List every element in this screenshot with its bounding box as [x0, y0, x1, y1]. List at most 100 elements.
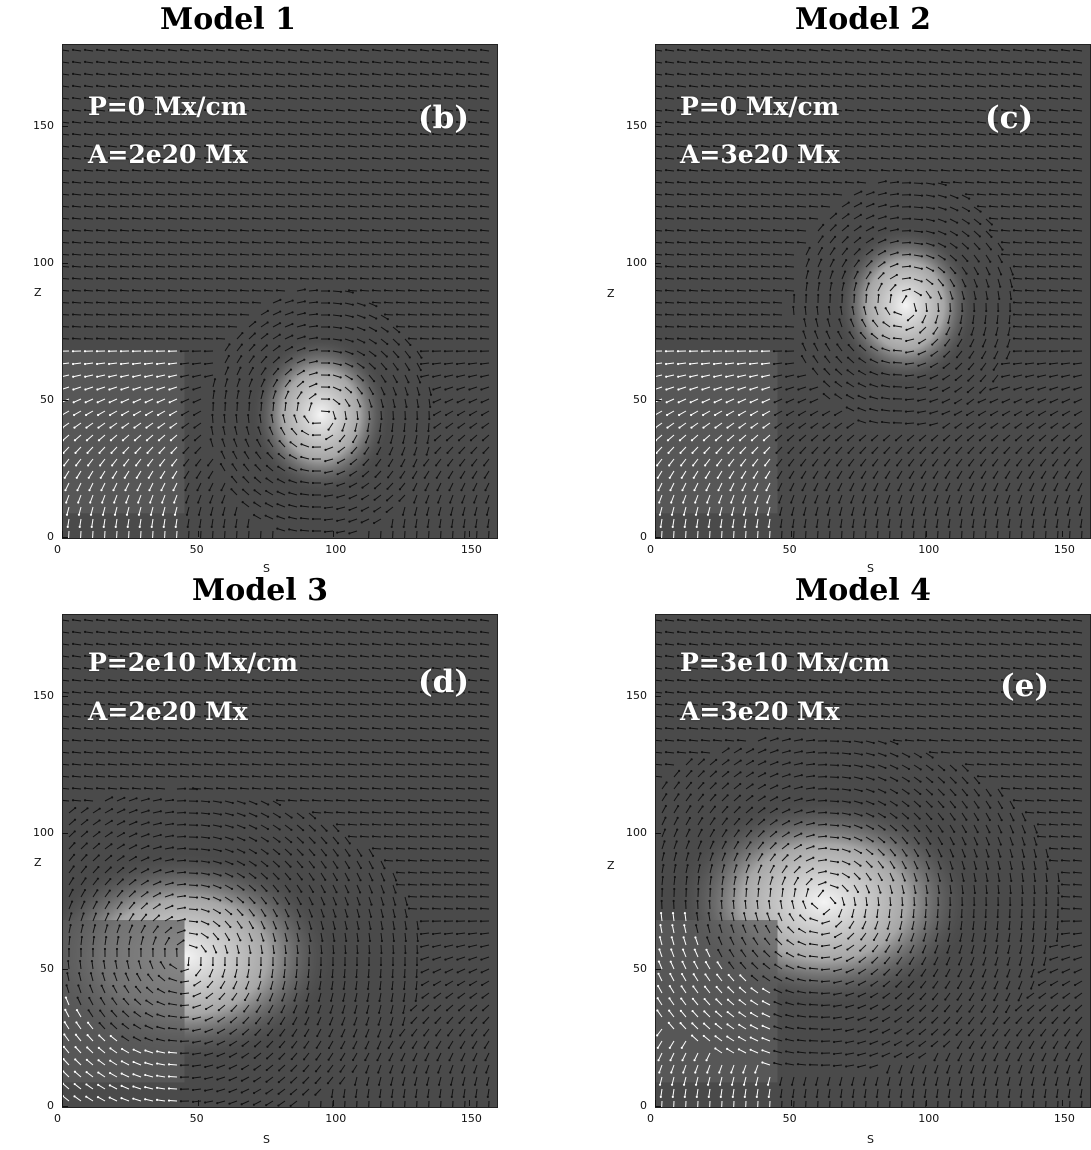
field-arrow	[882, 61, 891, 64]
field-arrow-head	[107, 96, 111, 100]
field-arrow	[380, 374, 386, 382]
field-arrow	[420, 229, 430, 232]
field-arrow	[761, 181, 771, 184]
field-arrow	[276, 265, 286, 268]
field-arrow-head	[407, 289, 411, 292]
field-arrow	[156, 277, 166, 280]
field-arrow	[361, 85, 370, 88]
field-arrow-head	[311, 132, 315, 136]
field-arrow-head	[179, 181, 183, 184]
field-arrow-head	[978, 247, 981, 251]
field-arrow	[121, 49, 130, 52]
field-arrow	[870, 61, 879, 64]
field-arrow	[889, 181, 898, 184]
field-arrow-head	[806, 281, 809, 285]
field-arrow	[404, 374, 409, 383]
field-arrow-head	[952, 108, 956, 112]
field-arrow-head	[868, 108, 872, 112]
field-arrow-head	[1025, 375, 1028, 378]
field-arrow-head	[119, 108, 123, 112]
field-arrow	[809, 217, 819, 220]
field-arrow	[300, 253, 310, 256]
field-arrow	[276, 169, 286, 172]
field-arrow	[725, 313, 735, 316]
field-arrow	[931, 338, 939, 345]
field-arrow	[865, 260, 872, 268]
field-arrow-head	[119, 72, 123, 75]
field-arrow	[883, 321, 891, 328]
field-arrow-head	[868, 120, 872, 124]
field-arrow	[168, 169, 178, 172]
field-arrow	[132, 313, 142, 316]
field-arrow-head	[808, 108, 812, 112]
field-arrow-head	[884, 203, 887, 206]
field-arrow-head	[989, 260, 992, 263]
field-arrow	[677, 325, 687, 328]
field-arrow-head	[772, 205, 776, 208]
field-arrow-head	[263, 277, 267, 280]
field-arrow	[85, 85, 94, 88]
field-arrow	[180, 289, 190, 292]
field-arrow	[336, 229, 346, 232]
field-arrow-head	[299, 169, 303, 172]
field-arrow-head	[868, 72, 872, 75]
field-arrow-head	[445, 426, 448, 429]
field-arrow-head	[203, 337, 207, 340]
field-arrow-head	[928, 96, 932, 100]
field-arrow-head	[227, 84, 231, 88]
field-arrow	[858, 97, 867, 100]
field-arrow-head	[676, 362, 680, 366]
field-arrow-head	[63, 476, 66, 479]
field-arrow-head	[688, 313, 692, 316]
field-arrow-head	[1024, 96, 1028, 100]
field-arrow-head	[371, 84, 375, 88]
field-arrow-head	[132, 388, 135, 391]
field-arrow-head	[1060, 60, 1064, 63]
field-arrow-head	[179, 313, 183, 316]
field-arrow	[157, 398, 166, 403]
field-arrow	[762, 97, 771, 100]
field-arrow-head	[384, 380, 387, 383]
field-arrow	[761, 205, 771, 208]
field-arrow	[882, 85, 891, 88]
field-arrow	[656, 145, 663, 148]
field-arrow-head	[87, 476, 90, 479]
field-arrow	[421, 374, 430, 378]
field-arrow-head	[376, 452, 379, 456]
field-arrow-head	[143, 72, 147, 75]
field-arrow-head	[239, 277, 243, 280]
field-arrow-head	[227, 354, 230, 358]
field-arrow-head	[1060, 193, 1064, 196]
field-arrow	[289, 528, 298, 532]
field-arrow	[420, 241, 430, 244]
field-arrow	[253, 121, 262, 124]
field-arrow	[264, 217, 274, 220]
field-arrow-head	[724, 132, 728, 136]
field-arrow	[399, 494, 406, 502]
field-arrow	[240, 289, 250, 292]
field-arrow-head	[1024, 156, 1028, 160]
field-arrow	[1009, 266, 1014, 275]
field-arrow-head	[906, 319, 910, 322]
field-arrow	[195, 446, 202, 454]
field-arrow	[220, 463, 226, 472]
field-arrow-head	[246, 413, 250, 417]
field-arrow	[822, 109, 831, 112]
field-arrow	[432, 229, 442, 232]
field-arrow-head	[688, 96, 692, 100]
field-arrow-head	[980, 356, 984, 360]
field-arrow	[63, 109, 70, 112]
field-arrow-head	[75, 464, 78, 467]
field-arrow-head	[155, 84, 159, 88]
field-arrow	[133, 61, 142, 64]
field-arrow-head	[736, 96, 740, 100]
field-arrow-head	[951, 297, 954, 300]
field-arrow	[156, 169, 166, 172]
field-arrow-head	[71, 301, 75, 304]
field-arrow	[889, 284, 896, 292]
field-arrow-head	[191, 132, 195, 136]
field-arrow-head	[315, 360, 318, 363]
field-arrow-head	[143, 169, 147, 172]
field-arrow-head	[801, 342, 804, 345]
field-arrow	[944, 338, 951, 346]
